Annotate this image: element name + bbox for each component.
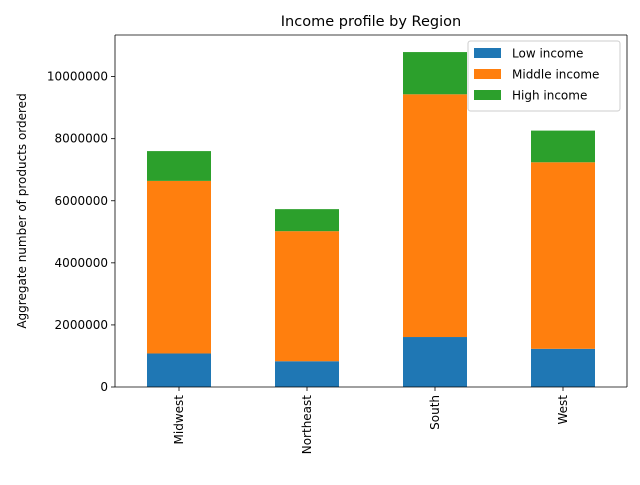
bar-northeast-middle-income: [275, 231, 339, 362]
bar-south-high-income: [403, 52, 467, 95]
axes-layer: 0 2000000 4000000 6000000 8000000 10000000 Mid…: [47, 34, 628, 455]
y-tick-label: 6000000: [55, 194, 108, 208]
legend-swatch: [474, 90, 501, 100]
x-tick-label-south: South: [428, 395, 442, 430]
y-tick-label: 10000000: [47, 70, 108, 84]
bar-west-low-income: [531, 348, 595, 387]
bar-northeast-high-income: [275, 209, 339, 232]
legend-swatch: [474, 69, 501, 79]
bar-west-middle-income: [531, 162, 595, 349]
legend-label: Middle income: [512, 68, 599, 82]
legend-label: High income: [512, 89, 587, 103]
legend-frame: [467, 40, 621, 112]
bar-midwest-high-income: [147, 151, 211, 181]
bar-west-high-income: [531, 130, 595, 163]
y-tick-label: 2000000: [55, 318, 108, 332]
legend-swatch: [474, 48, 501, 58]
x-tick-label-midwest: Midwest: [172, 395, 186, 445]
chart-title: Income profile by Region: [281, 14, 461, 30]
legend: Low income Middle income High income: [467, 40, 621, 112]
y-tick-label: 4000000: [55, 256, 108, 270]
y-axis-label: Aggregate number of products ordered: [15, 93, 29, 328]
y-tick-label: 0: [100, 380, 108, 394]
bar-midwest-low-income: [147, 353, 211, 387]
x-tick-label-northeast: Northeast: [300, 395, 314, 455]
legend-label: Low income: [512, 47, 583, 61]
y-tick-label: 8000000: [55, 132, 108, 146]
x-tick-label-west: West: [556, 395, 570, 425]
bar-northeast-low-income: [275, 361, 339, 387]
bar-midwest-middle-income: [147, 180, 211, 354]
bar-south-low-income: [403, 337, 467, 387]
bar-south-middle-income: [403, 94, 467, 338]
bars-layer: [147, 52, 595, 387]
